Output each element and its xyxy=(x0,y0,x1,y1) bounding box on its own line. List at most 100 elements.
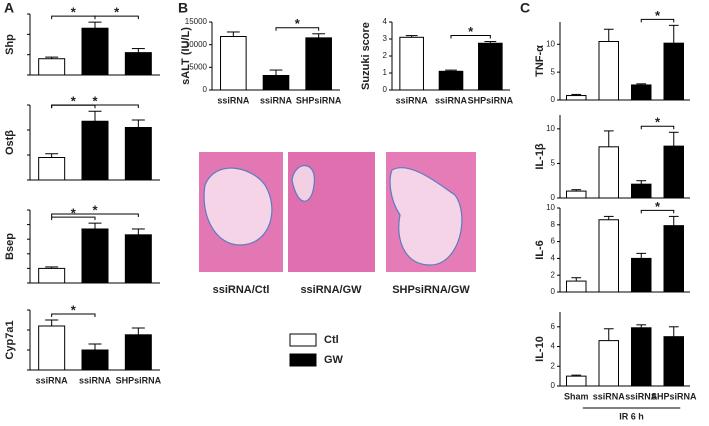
x-tick-label: Sham xyxy=(564,391,589,401)
bar xyxy=(566,95,587,101)
panel-letter: C xyxy=(520,0,530,16)
x-tick-label: ssiRNA xyxy=(36,375,69,385)
bar xyxy=(81,120,109,181)
bar xyxy=(438,70,464,91)
legend-swatch xyxy=(289,353,317,367)
y-tick-label: 15000 xyxy=(185,17,208,26)
bar xyxy=(81,228,109,284)
bar xyxy=(124,127,152,181)
bar xyxy=(124,334,152,371)
significance-star: * xyxy=(71,206,77,221)
image-label: SHPsiRNA/GW xyxy=(392,284,470,296)
bar xyxy=(38,58,66,76)
x-tick-label: ssiRNA xyxy=(396,95,429,105)
significance-star: * xyxy=(71,5,77,20)
significance-star: * xyxy=(114,5,120,20)
y-tick-label: 4 xyxy=(383,17,388,26)
bar xyxy=(663,225,684,293)
x-tick-label: ssiRNA xyxy=(435,95,468,105)
y-tick-label: 0 xyxy=(551,381,556,390)
significance-bracket xyxy=(640,209,675,214)
lesion-outline xyxy=(203,167,273,246)
bar xyxy=(663,336,684,387)
x-tick-label: ssiRNA xyxy=(625,391,658,401)
y-axis-label: IL-1β xyxy=(534,143,546,170)
panel-letter: B xyxy=(178,0,188,16)
bar xyxy=(38,157,66,181)
significance-bracket xyxy=(51,104,139,108)
bar xyxy=(631,183,652,199)
significance-bracket xyxy=(640,18,675,23)
y-tick-label: 4 xyxy=(551,254,556,263)
bar xyxy=(566,375,587,387)
bar xyxy=(663,42,684,101)
significance-bracket xyxy=(450,35,491,39)
bar xyxy=(124,52,152,76)
panel-letter: A xyxy=(4,0,14,16)
bar xyxy=(81,27,109,76)
significance-star: * xyxy=(295,16,301,31)
y-axis-label: Cyp7a1 xyxy=(4,320,16,359)
group-label: IR 6 h xyxy=(619,411,644,421)
bar xyxy=(220,36,247,91)
y-axis-label: Shp xyxy=(4,34,16,55)
bar xyxy=(81,349,109,371)
significance-star: * xyxy=(92,93,98,108)
bar xyxy=(566,280,587,293)
significance-bracket xyxy=(51,213,139,217)
y-tick-label: 10000 xyxy=(185,40,208,49)
bar xyxy=(124,234,152,284)
y-axis-label: Bsep xyxy=(4,233,16,260)
y-tick-label: 8 xyxy=(551,220,556,229)
x-tick-label: SHPsiRNA xyxy=(468,95,514,105)
y-tick-label: 6 xyxy=(551,322,556,331)
y-tick-label: 0 xyxy=(551,287,556,296)
bar xyxy=(38,267,66,284)
legend-label: GW xyxy=(324,354,344,366)
bar xyxy=(598,219,619,293)
y-axis-label: IL-6 xyxy=(534,240,546,260)
significance-star: * xyxy=(655,115,661,130)
significance-star: * xyxy=(71,302,77,317)
bar xyxy=(305,37,332,91)
y-tick-label: 5 xyxy=(551,159,556,168)
bar xyxy=(598,41,619,101)
bar xyxy=(566,190,587,199)
bar xyxy=(598,340,619,387)
y-tick-label: 5000 xyxy=(189,62,207,71)
y-axis-label: sALT (IU/L) xyxy=(180,27,192,85)
y-tick-label: 0 xyxy=(551,95,556,104)
significance-bracket xyxy=(275,27,320,31)
x-tick-label: ssiRNA xyxy=(593,391,626,401)
bar xyxy=(663,145,684,199)
significance-star: * xyxy=(655,199,661,214)
bar xyxy=(38,325,66,371)
lesion-outline xyxy=(389,167,463,266)
y-axis-label: TNF-α xyxy=(534,45,546,77)
x-tick-label: SHPsiRNA xyxy=(296,95,342,105)
bar xyxy=(631,84,652,101)
y-tick-label: 6 xyxy=(551,237,556,246)
significance-bracket xyxy=(640,125,675,130)
y-axis-label: Ostβ xyxy=(4,130,16,155)
x-tick-label: SHPsiRNA xyxy=(651,391,697,401)
significance-bracket xyxy=(51,216,96,221)
bar xyxy=(399,36,424,91)
significance-star: * xyxy=(655,8,661,23)
y-axis-label: IL-10 xyxy=(534,336,546,362)
image-label: ssiRNA/GW xyxy=(300,284,362,296)
significance-star: * xyxy=(71,94,77,109)
y-tick-label: 10 xyxy=(546,203,555,212)
significance-star: * xyxy=(468,24,474,39)
bar xyxy=(631,257,652,293)
bar xyxy=(478,42,503,91)
y-tick-label: 0 xyxy=(383,85,388,94)
x-tick-label: ssiRNA xyxy=(217,95,250,105)
y-tick-label: 4 xyxy=(551,342,556,351)
bar xyxy=(262,74,290,91)
significance-star: * xyxy=(92,202,98,217)
y-tick-label: 0 xyxy=(203,85,208,94)
legend-swatch xyxy=(289,333,317,347)
significance-bracket xyxy=(94,15,139,20)
